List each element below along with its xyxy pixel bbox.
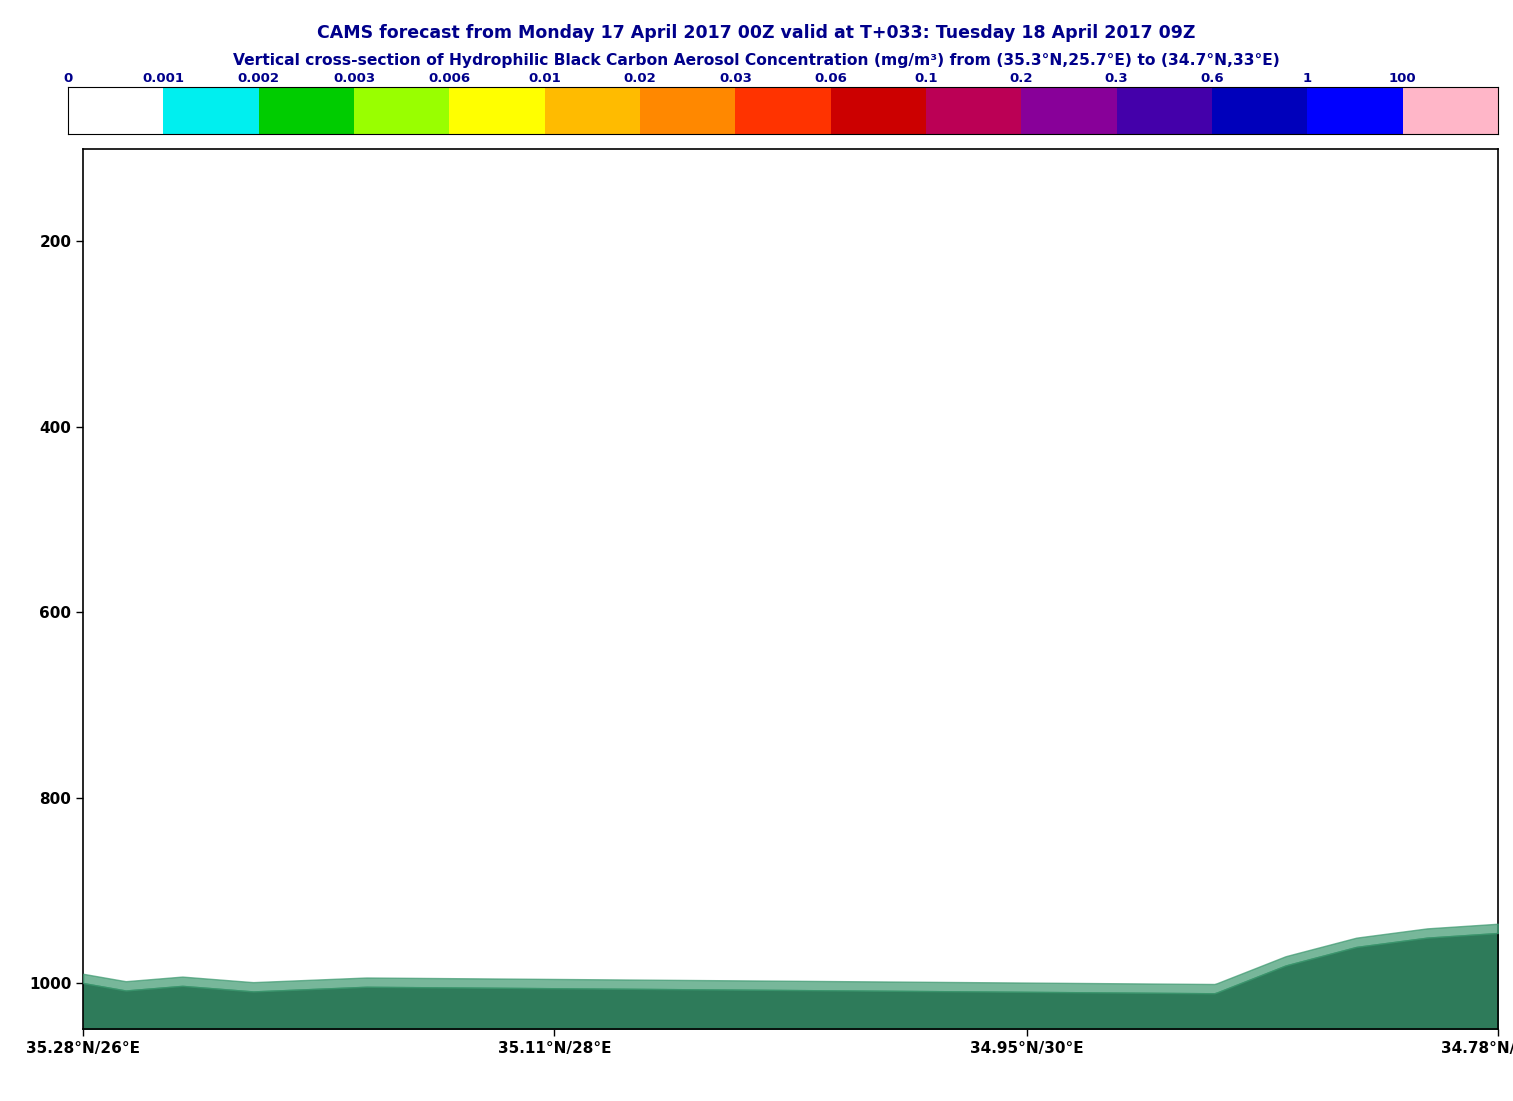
Text: 0: 0 [64,72,73,85]
Bar [831,87,926,134]
Bar [1021,87,1117,134]
Text: 0.01: 0.01 [528,72,561,85]
Bar [354,87,449,134]
Text: 0.2: 0.2 [1009,72,1033,85]
Text: 0.001: 0.001 [142,72,185,85]
Bar [545,87,640,134]
Text: 0.1: 0.1 [914,72,938,85]
Text: 0.02: 0.02 [623,72,657,85]
Text: CAMS forecast from Monday 17 April 2017 00Z valid at T+033: Tuesday 18 April 201: CAMS forecast from Monday 17 April 2017 … [318,24,1195,42]
Text: 0.03: 0.03 [719,72,752,85]
Text: Vertical cross-section of Hydrophilic Black Carbon Aerosol Concentration (mg/m³): Vertical cross-section of Hydrophilic Bl… [233,53,1280,68]
Bar [449,87,545,134]
Bar [1117,87,1212,134]
Bar [68,87,163,134]
Text: 100: 100 [1389,72,1416,85]
Bar [1212,87,1307,134]
Text: 0.6: 0.6 [1200,72,1224,85]
Bar [259,87,354,134]
Text: 0.006: 0.006 [428,72,471,85]
Text: 0.06: 0.06 [814,72,847,85]
Bar [735,87,831,134]
Bar [926,87,1021,134]
Bar [640,87,735,134]
Bar [163,87,259,134]
Bar [1403,87,1498,134]
Text: 0.003: 0.003 [333,72,375,85]
Text: 1: 1 [1303,72,1312,85]
Text: 0.002: 0.002 [238,72,280,85]
Bar [1307,87,1403,134]
Text: 0.3: 0.3 [1104,72,1129,85]
